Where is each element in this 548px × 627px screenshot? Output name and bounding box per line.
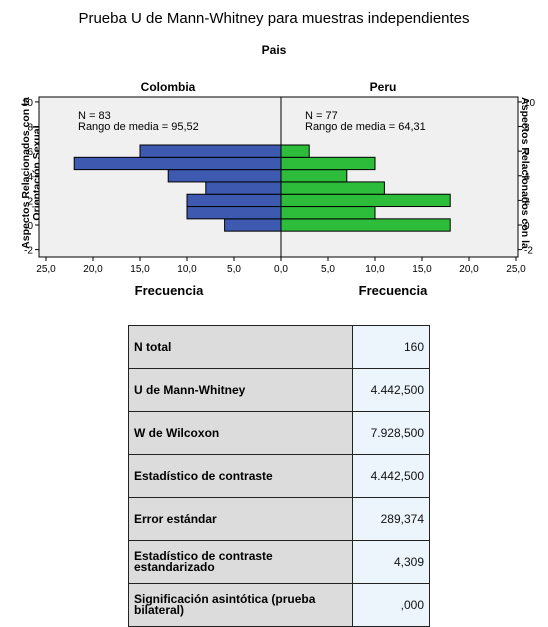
y-tick-label-left-4: 2 xyxy=(27,196,33,207)
y-tick-label-right-5: 0 xyxy=(524,221,530,232)
panel-title-peru: Peru xyxy=(369,80,397,94)
annotation-n-peru: N = 77 xyxy=(305,110,338,122)
bar-peru-6 xyxy=(280,144,310,158)
stat-value: 160 xyxy=(352,325,430,369)
bar-peru-5 xyxy=(280,156,376,171)
table-row: Significación asintótica (prueba bilater… xyxy=(127,583,430,627)
stat-label: Estadístico de contraste estandarizado xyxy=(127,540,354,584)
x-axis-label-right: Frecuencia xyxy=(358,283,428,298)
test-statistics-table: N total 160 U de Mann-Whitney 4.442,500 W de… xyxy=(127,325,430,627)
x-tick-label-9: 20,0 xyxy=(459,264,479,275)
bar-colombia-4 xyxy=(167,169,282,183)
y-tick-label-left-2: 6 xyxy=(27,147,33,158)
x-tick-label-8: 15,0 xyxy=(412,264,432,275)
bar-peru-2 xyxy=(280,193,451,208)
x-tick-label-5: 0,0 xyxy=(274,264,288,275)
y-tick-label-left-5: 0 xyxy=(27,221,33,232)
y-tick-label-right-4: 2 xyxy=(524,196,530,207)
x-tick-label-6: 5,0 xyxy=(321,264,335,275)
stat-value: ,000 xyxy=(352,583,430,627)
chart-subtitle: Pais xyxy=(261,43,287,57)
stat-value: 4,309 xyxy=(352,540,430,584)
x-tick-label-0: 25,0 xyxy=(36,264,56,275)
x-tick-label-4: 5,0 xyxy=(227,264,241,275)
table-row: U de Mann-Whitney 4.442,500 xyxy=(127,368,430,412)
table-row: Estadístico de contraste estandarizado 4,… xyxy=(127,540,430,584)
stat-label: U de Mann-Whitney xyxy=(127,368,354,412)
stat-label: Significación asintótica (prueba bilater… xyxy=(127,583,354,627)
y-tick-label-right-0: 10 xyxy=(524,98,536,109)
panel-title-colombia: Colombia xyxy=(140,80,196,94)
chart-title: Prueba U de Mann-Whitney para muestras i… xyxy=(78,10,470,27)
table-row: N total 160 xyxy=(127,325,430,369)
stat-value: 7.928,500 xyxy=(352,411,430,455)
annotation-rank-peru: Rango de media = 64,31 xyxy=(305,121,426,133)
y-tick-label-right-1: 8 xyxy=(524,123,530,134)
stat-value: 4.442,500 xyxy=(352,454,430,498)
x-tick-label-1: 20,0 xyxy=(83,264,103,275)
bar-peru-3 xyxy=(280,181,385,195)
x-tick-label-10: 25,0 xyxy=(506,264,526,275)
stat-label: Error estándar xyxy=(127,497,354,541)
y-tick-label-left-0: 10 xyxy=(22,98,34,109)
y-tick-label-left-3: 4 xyxy=(27,172,33,183)
x-tick-label-3: 10,0 xyxy=(177,264,197,275)
x-axis-label-left: Frecuencia xyxy=(134,283,204,298)
bar-colombia-6 xyxy=(139,144,282,158)
table-row: Error estándar 289,374 xyxy=(127,497,430,541)
bar-colombia-2 xyxy=(186,193,282,208)
y-tick-label-left-6: -2 xyxy=(24,246,33,257)
histogram-chart: 10 108 86 64 42 20 0-2 -225,0 20,0 15,0 10,0 5,0 0,0… xyxy=(22,96,536,275)
stat-value: 4.442,500 xyxy=(352,368,430,412)
bar-colombia-0 xyxy=(224,218,282,232)
x-tick-label-7: 10,0 xyxy=(365,264,385,275)
bar-peru-1 xyxy=(280,206,376,220)
bar-peru-0 xyxy=(280,218,451,232)
stat-label: W de Wilcoxon xyxy=(127,411,354,455)
y-tick-label-left-1: 8 xyxy=(27,123,33,134)
annotation-n-colombia: N = 83 xyxy=(78,110,111,122)
bar-colombia-3 xyxy=(205,181,282,195)
stat-value: 289,374 xyxy=(352,497,430,541)
bar-colombia-5 xyxy=(73,156,282,171)
stat-label: Estadístico de contraste xyxy=(127,454,354,498)
table-row: W de Wilcoxon 7.928,500 xyxy=(127,411,430,455)
stat-label: N total xyxy=(127,325,354,369)
table-row: Estadístico de contraste 4.442,500 xyxy=(127,454,430,498)
annotation-rank-colombia: Rango de media = 95,52 xyxy=(78,121,199,133)
bar-peru-4 xyxy=(280,169,348,183)
y-tick-label-right-3: 4 xyxy=(524,172,530,183)
y-tick-label-right-2: 6 xyxy=(524,147,530,158)
x-tick-label-2: 15,0 xyxy=(130,264,150,275)
y-tick-label-right-6: -2 xyxy=(524,246,533,257)
bar-colombia-1 xyxy=(186,206,282,220)
